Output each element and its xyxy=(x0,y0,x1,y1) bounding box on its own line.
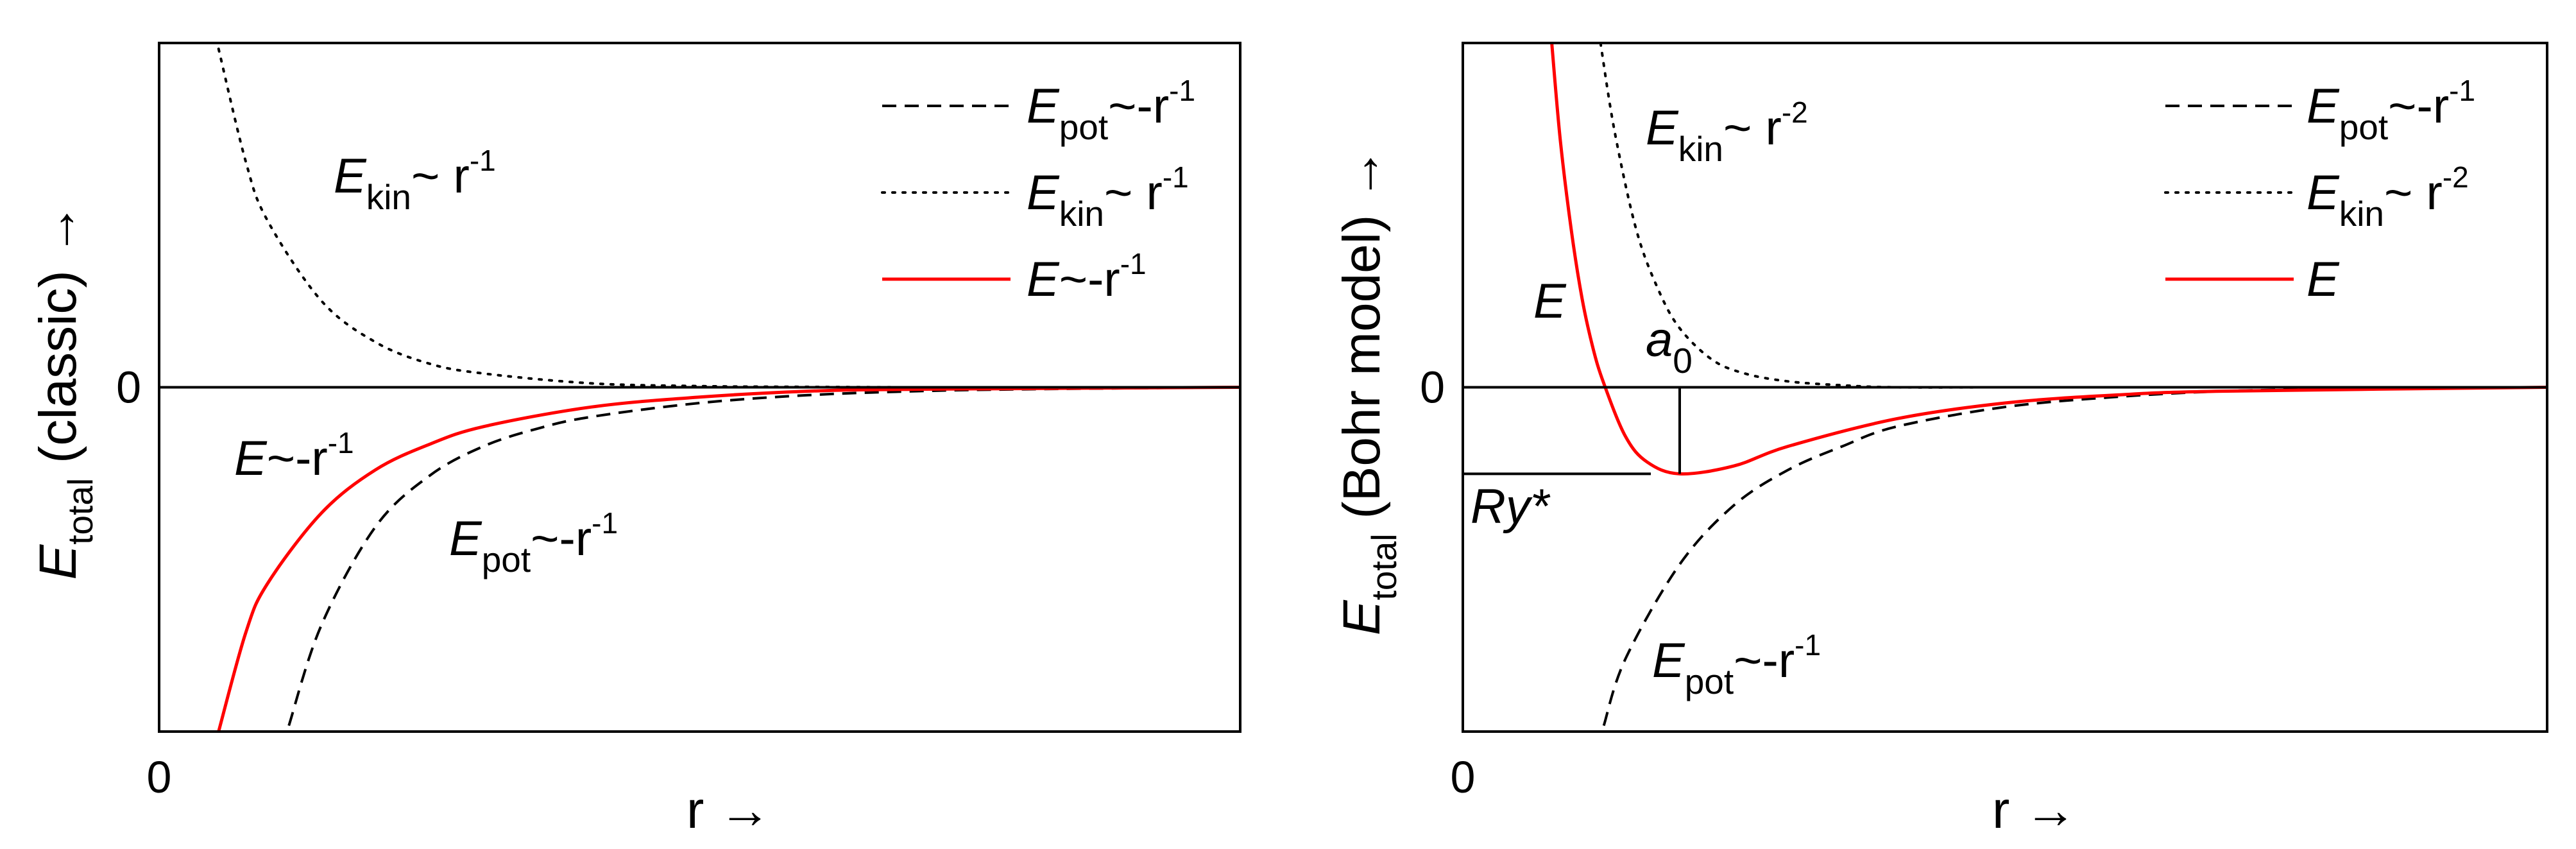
left-y-axis-label-subscript: total xyxy=(60,478,100,545)
right-chart-panel: 00r →Etotal (Bohr model) →Epot~-r-1Ekin~… xyxy=(1333,42,2548,839)
right-legend-label-2-symbol: E xyxy=(2307,252,2340,307)
right-annotation-4-symbol: E xyxy=(1652,633,1685,688)
left-annotation-0-relation: ~ r xyxy=(411,149,470,203)
left-series-E-curve xyxy=(217,386,1240,732)
left-series-Epot-curve xyxy=(287,386,1240,726)
right-legend-label-0-subscript: pot xyxy=(2339,107,2388,147)
right-annotation-2-symbol: a xyxy=(1646,313,1673,367)
left-legend-label-2-symbol: E xyxy=(1027,252,1060,307)
right-annotation-1-symbol: E xyxy=(1533,274,1567,329)
right-annotation-1: E xyxy=(1533,274,1567,329)
right-legend-label-1-exponent: -2 xyxy=(2443,160,2469,194)
left-annotation-2: Epot~-r-1 xyxy=(449,506,618,579)
left-annotation-1-relation: ~-r xyxy=(267,431,328,486)
right-annotation-2-subscript: 0 xyxy=(1673,341,1693,381)
right-series-group xyxy=(1463,43,2547,726)
left-annotation-1-symbol: E xyxy=(234,431,268,486)
left-legend-label-1-exponent: -1 xyxy=(1163,160,1189,194)
left-series-Ekin-curve xyxy=(217,47,1025,389)
left-y-axis-label: Etotal (classic) → xyxy=(29,203,100,580)
left-y-tick-label: 0 xyxy=(116,363,141,413)
right-y-tick-label: 0 xyxy=(1420,363,1445,413)
left-plot-frame xyxy=(158,42,1241,733)
right-legend-label-2: E xyxy=(2307,252,2340,307)
left-annotation-2-relation: ~-r xyxy=(531,511,592,566)
right-annotation-3: Ry* xyxy=(1471,479,1551,534)
left-legend-label-1-relation: ~ r xyxy=(1104,166,1163,220)
right-legend-label-0: Epot~-r-1 xyxy=(2307,74,2475,147)
right-y-axis-label-symbol: E xyxy=(1333,599,1391,635)
right-annotation-4-exponent: -1 xyxy=(1795,628,1821,662)
right-legend-label-1-subscript: kin xyxy=(2339,194,2384,234)
left-annotation-1: E~-r-1 xyxy=(234,426,354,486)
right-y-axis-label: Etotal (Bohr model) → xyxy=(1333,148,1404,635)
right-annotation-0: Ekin~ r-2 xyxy=(1646,96,1808,169)
right-x-axis-label: r → xyxy=(1992,781,2077,839)
right-series-Epot-curve xyxy=(1602,386,2547,726)
left-legend-label-2: E~-r-1 xyxy=(1027,247,1147,307)
left-legend-label-2-exponent: -1 xyxy=(1120,247,1147,280)
left-legend-label-0: Epot~-r-1 xyxy=(1027,74,1195,147)
right-legend-label-1-symbol: E xyxy=(2307,166,2340,220)
left-y-axis-label-symbol: E xyxy=(29,544,87,579)
left-legend-label-0-subscript: pot xyxy=(1059,107,1108,147)
left-legend-label-1-symbol: E xyxy=(1027,166,1060,220)
left-legend-label-1: Ekin~ r-1 xyxy=(1027,160,1189,234)
right-annotation-4-subscript: pot xyxy=(1685,662,1734,701)
right-annotation-0-exponent: -2 xyxy=(1782,96,1808,129)
left-legend-label-1-subscript: kin xyxy=(1059,194,1104,234)
right-annotation-0-relation: ~ r xyxy=(1723,101,1782,155)
right-series-Ekin-curve xyxy=(1599,43,2115,389)
left-y-axis-label-text: (classic) → xyxy=(29,203,87,478)
right-annotation-4: Epot~-r-1 xyxy=(1652,628,1821,701)
right-annotation-2: a0 xyxy=(1646,313,1693,381)
left-annotation-0-symbol: E xyxy=(334,149,367,203)
right-annotation-0-subscript: kin xyxy=(1678,129,1723,169)
left-annotation-1-exponent: -1 xyxy=(328,426,354,459)
right-annotation-4-relation: ~-r xyxy=(1734,633,1795,688)
left-annotation-0-exponent: -1 xyxy=(470,144,496,177)
right-legend-label-0-relation: ~-r xyxy=(2388,79,2449,133)
left-legend-label-0-relation: ~-r xyxy=(1108,79,1169,133)
left-legend-label-2-relation: ~-r xyxy=(1059,252,1120,307)
left-legend-label-0-symbol: E xyxy=(1027,79,1060,133)
left-legend-label-0-exponent: -1 xyxy=(1169,74,1195,107)
right-legend-label-0-symbol: E xyxy=(2307,79,2340,133)
right-annotation-3-symbol: Ry* xyxy=(1471,479,1551,534)
left-annotation-0-subscript: kin xyxy=(366,177,411,217)
right-y-axis-label-text: (Bohr model) → xyxy=(1333,148,1391,534)
left-x-tick-label: 0 xyxy=(147,752,172,802)
left-series-group xyxy=(159,47,1240,732)
left-x-axis-label: r → xyxy=(687,781,771,839)
left-annotation-2-subscript: pot xyxy=(482,540,531,579)
right-legend-label-1: Ekin~ r-2 xyxy=(2307,160,2469,234)
left-annotation-2-symbol: E xyxy=(449,511,482,566)
right-x-tick-label: 0 xyxy=(1451,752,1476,802)
right-series-E-curve xyxy=(1550,43,2547,476)
left-annotation-0: Ekin~ r-1 xyxy=(334,144,496,217)
left-annotation-2-exponent: -1 xyxy=(592,506,618,540)
right-annotation-0-symbol: E xyxy=(1646,101,1679,155)
right-plot-frame xyxy=(1462,42,2548,733)
right-legend-label-0-exponent: -1 xyxy=(2449,74,2475,107)
right-y-axis-label-subscript: total xyxy=(1364,533,1404,600)
right-legend-label-1-relation: ~ r xyxy=(2384,166,2443,220)
